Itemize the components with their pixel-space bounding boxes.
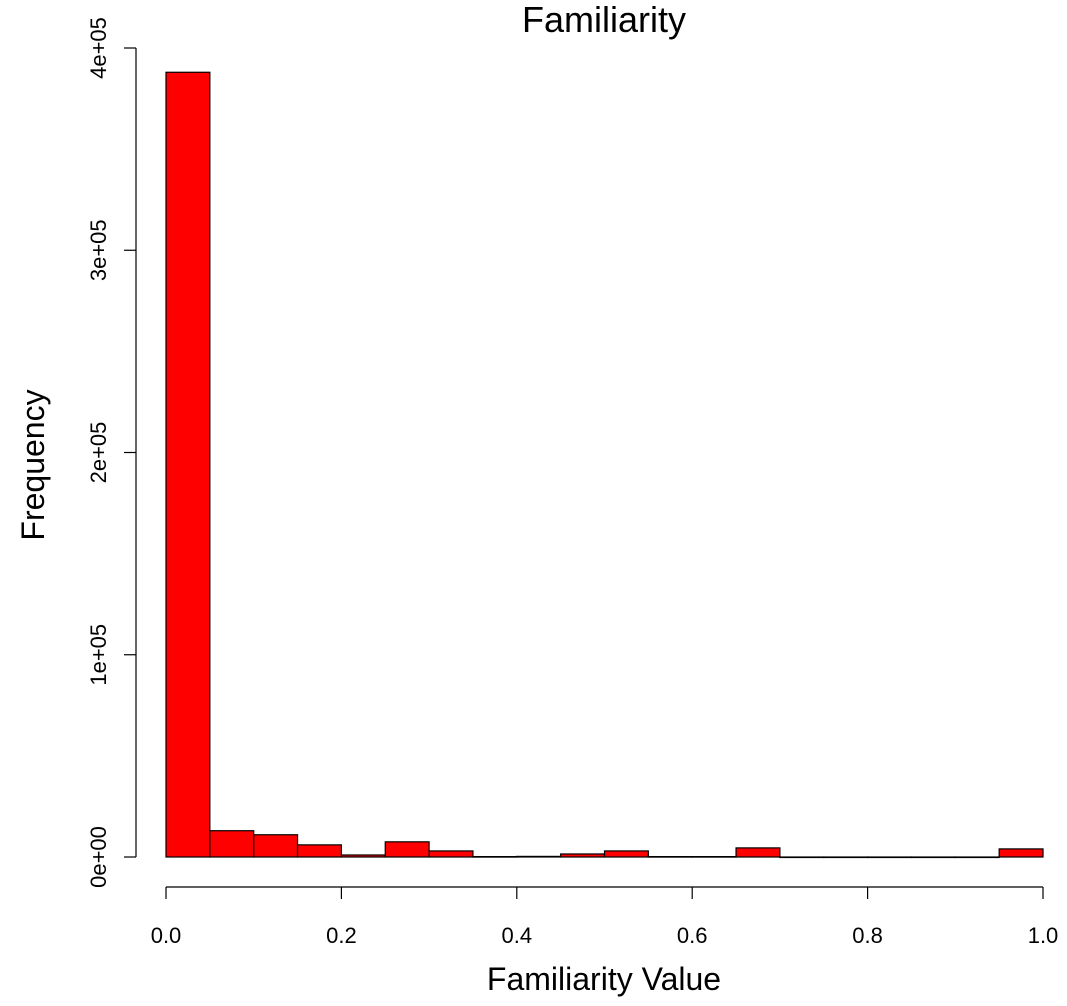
histogram-bar [779,856,825,859]
histogram-bar [472,855,518,858]
y-tick-label: 2e+05 [86,422,111,484]
x-tick-label: 1.0 [1028,923,1059,948]
y-tick-label: 1e+05 [86,624,111,686]
histogram-bar [516,855,562,858]
y-axis: 0e+00 1e+05 2e+05 3e+05 4e+05 [86,17,137,888]
histogram-bar [603,850,649,858]
x-axis: 0.0 0.2 0.4 0.6 0.8 1.0 [151,886,1059,948]
histogram-bar [647,855,693,858]
histogram-bar [910,856,956,859]
x-axis-label: Familiarity Value [487,961,721,997]
x-tick-label: 0.0 [151,923,182,948]
y-tick-label: 4e+05 [86,17,111,79]
histogram-bar [165,71,211,858]
x-tick-label: 0.6 [677,923,708,948]
histogram-bar [428,850,474,858]
histogram-bar [823,856,869,859]
x-tick-label: 0.8 [852,923,883,948]
x-tick-label: 0.2 [326,923,357,948]
histogram-bar [735,847,781,858]
histogram-bar [253,834,299,858]
histogram-bar [209,830,255,858]
histogram-bar [691,855,737,858]
y-tick-label: 0e+00 [86,826,111,888]
bars-group [165,71,1044,859]
histogram-bar [560,853,606,858]
histogram-bar [954,856,1000,859]
histogram-bar [384,841,430,858]
histogram-bar [866,856,913,859]
y-axis-label: Frequency [15,389,51,540]
y-tick-label: 3e+05 [86,219,111,281]
histogram-bar [296,844,342,858]
x-tick-label: 0.4 [502,923,533,948]
histogram-bar [998,848,1044,858]
histogram-bar [340,854,386,858]
chart-title: Familiarity [522,0,686,40]
